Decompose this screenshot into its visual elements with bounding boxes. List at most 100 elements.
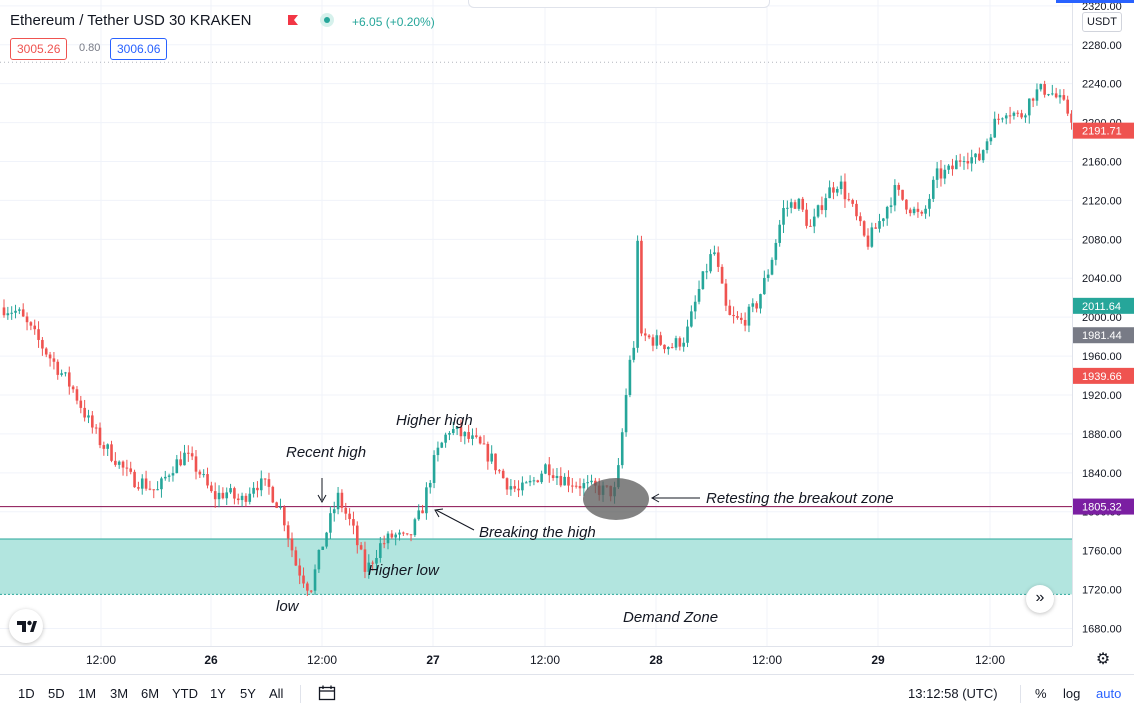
range-3m[interactable]: 3M [110, 686, 129, 701]
candle-body [1039, 84, 1043, 90]
price-tick-label: 1760.00 [1082, 546, 1122, 558]
candle-body [332, 509, 336, 514]
candle-body [532, 480, 536, 482]
time-tick-label: 26 [204, 653, 218, 667]
price-tick-label: 2080.00 [1082, 234, 1122, 246]
range-ytd[interactable]: YTD [172, 686, 198, 701]
candle-body [1066, 99, 1069, 114]
candle-body [978, 153, 981, 161]
candle-body [10, 312, 13, 314]
percent-toggle[interactable]: % [1035, 686, 1047, 701]
candle-body [724, 283, 728, 306]
bid-price[interactable]: 3005.26 [10, 38, 68, 60]
candle-body [71, 386, 75, 390]
candle-body [897, 185, 901, 190]
candle-body [509, 486, 513, 490]
candle-body [1016, 112, 1020, 114]
candle-body [21, 309, 25, 317]
symbol-title[interactable]: Ethereum / Tether USD 30 KRAKEN [10, 12, 252, 29]
scroll-right-icon[interactable]: » [1026, 585, 1054, 613]
candle-body [889, 205, 893, 207]
price-tick-label: 2280.00 [1082, 40, 1122, 52]
candle-body [713, 252, 716, 255]
candle-body [98, 427, 102, 446]
toolbar-divider [300, 685, 301, 703]
candle-body [271, 486, 275, 503]
candle-body [985, 141, 989, 151]
candle-body [812, 216, 816, 227]
annotation-label: low [276, 598, 300, 615]
candle-body [279, 506, 282, 508]
top-panel-tab[interactable] [468, 0, 770, 8]
demand-zone [0, 506, 1072, 595]
candle-body [801, 198, 805, 210]
annotations: Recent high Higher high Breaking the high H… [276, 412, 894, 626]
time-scale[interactable]: 12:00 26 12:00 27 12:00 28 12:00 29 12:00 [0, 646, 1072, 675]
candle-body [482, 443, 486, 445]
candle-body [1051, 93, 1054, 95]
candle-body [67, 372, 71, 387]
candle-body [720, 266, 724, 284]
candle-body [386, 533, 390, 544]
candle-body [885, 206, 889, 219]
price-tick-label: 2160.00 [1082, 157, 1122, 169]
candle-body [1062, 95, 1066, 100]
candlestick-chart[interactable]: Recent high Higher high Breaking the high H… [0, 0, 1072, 646]
currency-badge[interactable]: USDT [1082, 12, 1122, 32]
price-badge [1073, 367, 1134, 384]
candle-body [440, 442, 444, 448]
range-5y[interactable]: 5Y [240, 686, 256, 701]
candle-body [33, 325, 37, 330]
candle-body [859, 216, 862, 222]
candle-body [340, 492, 344, 508]
flag-icon[interactable] [287, 14, 299, 26]
candle-body [37, 329, 40, 340]
candle-body [709, 254, 712, 272]
range-5d[interactable]: 5D [48, 686, 65, 701]
candle-body [789, 202, 793, 208]
status-dot-icon [320, 13, 334, 27]
candle-body [1012, 112, 1016, 116]
candle-body [25, 316, 29, 323]
candle-body [94, 427, 98, 429]
annotation-label: Higher low [368, 562, 440, 579]
candle-body [129, 468, 133, 472]
candle-body [263, 478, 267, 480]
candle-body [432, 455, 436, 483]
candle-body [283, 506, 286, 526]
candle-body [524, 482, 528, 484]
price-badge [1073, 297, 1134, 314]
tradingview-logo-icon[interactable] [9, 609, 43, 643]
candle-body [851, 200, 854, 204]
candle-body [540, 473, 543, 483]
gear-icon[interactable]: ⚙ [1095, 651, 1111, 668]
candle-body [505, 478, 509, 490]
candle-body [405, 533, 409, 535]
log-toggle[interactable]: log [1063, 686, 1081, 701]
candle-body [451, 429, 455, 434]
candle-body [290, 538, 294, 551]
price-tick-label: 2000.00 [1082, 312, 1122, 324]
bottom-toolbar: 1D 5D 1M 3M 6M YTD 1Y 5Y All 13:12:58 (U… [0, 674, 1134, 713]
range-all[interactable]: All [269, 686, 284, 701]
candle-body [1035, 89, 1039, 101]
range-6m[interactable]: 6M [141, 686, 160, 701]
calendar-icon[interactable] [318, 685, 336, 701]
candle-body [1054, 93, 1058, 98]
candle-body [459, 426, 463, 437]
candle-body [770, 259, 774, 275]
ask-price[interactable]: 3006.06 [110, 38, 168, 60]
utc-clock[interactable]: 13:12:58 (UTC) [908, 686, 998, 701]
candle-body [1047, 94, 1050, 96]
candle-body [371, 562, 374, 564]
annotation-label: Recent high [286, 444, 366, 461]
chart-pane[interactable]: Recent high Higher high Breaking the high H… [0, 0, 1072, 646]
range-1m[interactable]: 1M [78, 686, 97, 701]
candle-body [286, 525, 290, 539]
price-scale[interactable]: 2320.002280.002240.002200.002160.002120.… [1072, 0, 1134, 646]
price-tick-label: 2040.00 [1082, 273, 1122, 285]
range-1d[interactable]: 1D [18, 686, 35, 701]
auto-toggle[interactable]: auto [1096, 686, 1122, 701]
range-1y[interactable]: 1Y [210, 686, 226, 701]
price-tick-label: 1920.00 [1082, 390, 1122, 402]
